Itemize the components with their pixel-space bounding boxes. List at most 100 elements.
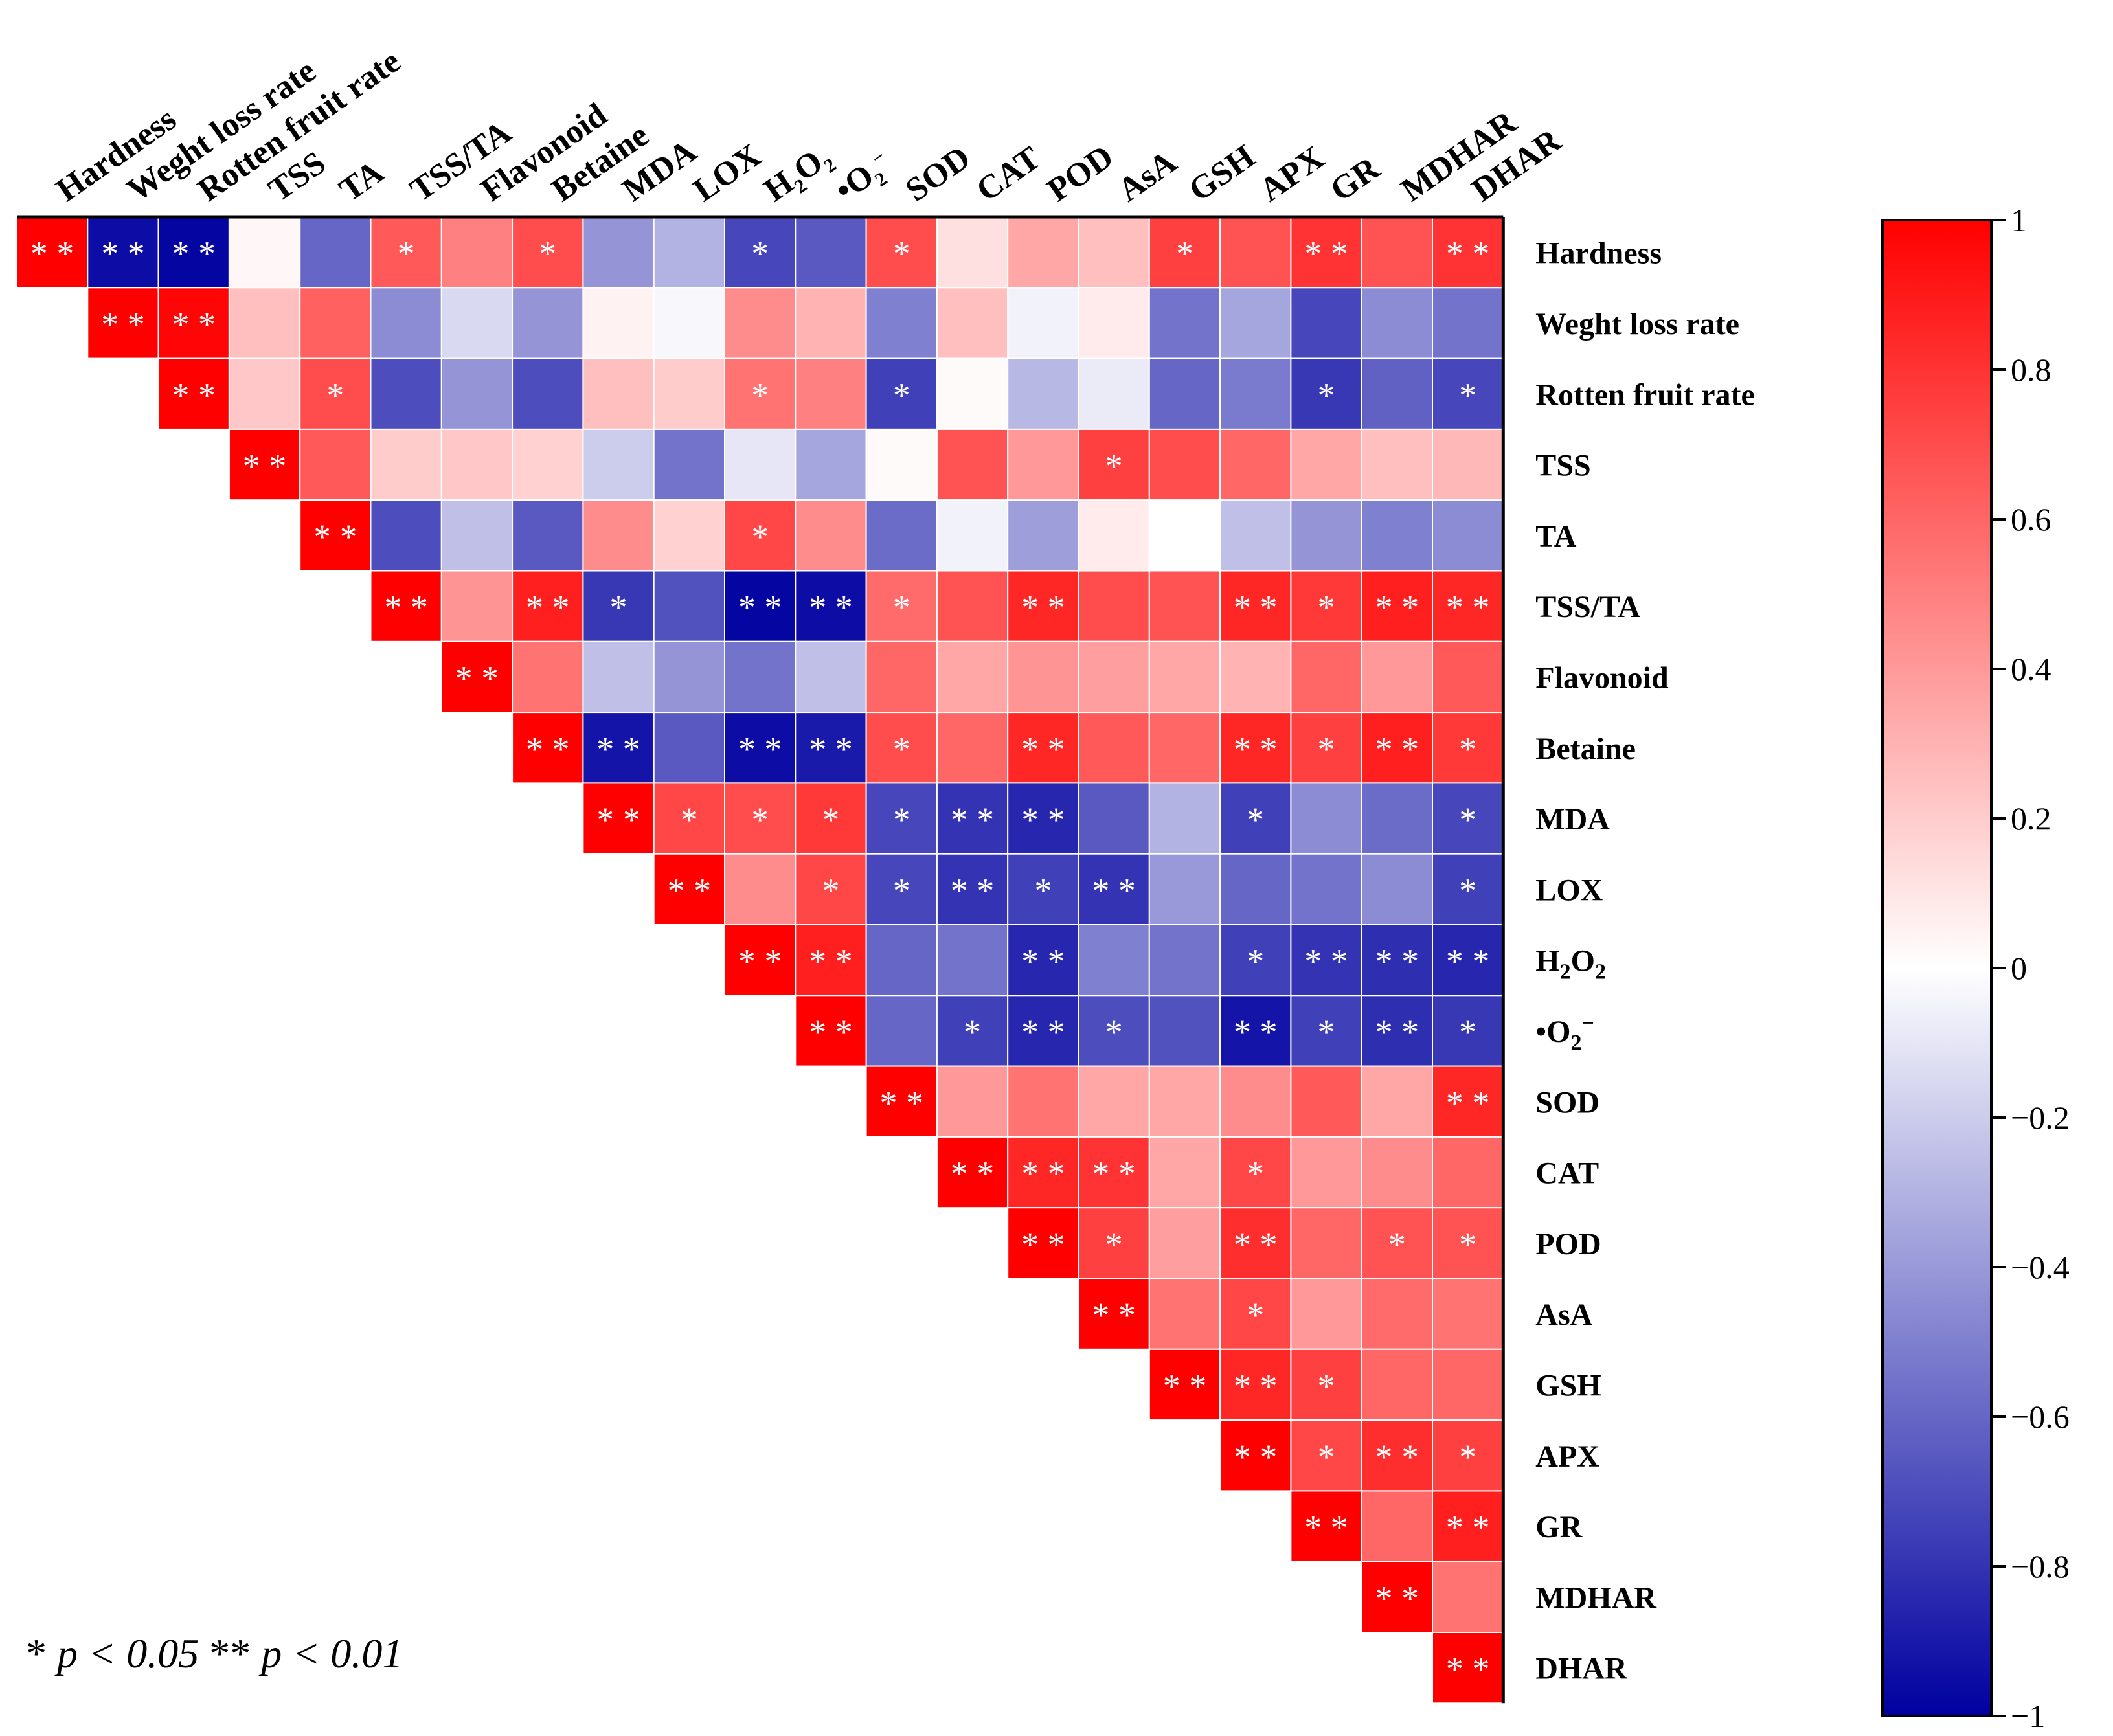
- heatmap-cell-11-13: [865, 924, 938, 997]
- heatmap-cell-6-6: [370, 570, 442, 642]
- significance-mark-6-8: * *: [526, 588, 570, 627]
- significance-mark-12-18: * *: [1234, 1013, 1278, 1052]
- significance-mark-8-8: * *: [526, 730, 570, 769]
- heatmap-cell-6-19: [1290, 570, 1362, 642]
- significance-mark-19-21: * *: [1446, 1508, 1490, 1547]
- heatmap-cell-3-11: [724, 357, 797, 430]
- legend-double-text: p < 0.01: [258, 1630, 403, 1676]
- colorbar: 1 0.8 0.6 0.4 0.2 0 −0.2 −0.4 −0.6 −0.8 −1: [1881, 202, 2070, 1734]
- significance-mark-18-21: *: [1459, 1437, 1476, 1476]
- significance-mark-3-11: *: [751, 376, 769, 414]
- row-labels: Hardness Weght loss rate Rotten fruit rate…: [1535, 236, 1755, 1686]
- significance-mark-1-17: *: [1176, 234, 1193, 273]
- heatmap-cell-1-8: [512, 216, 584, 289]
- significance-mark-9-9: * *: [596, 800, 640, 839]
- heatmap-cell-1-12: [795, 216, 867, 289]
- heatmap-cell-1-1: [16, 216, 89, 289]
- row-label-sod: SOD: [1535, 1085, 1599, 1120]
- significance-mark-1-6: *: [398, 234, 415, 273]
- heatmap-cell-17-17: [1148, 1348, 1221, 1421]
- heatmap-cell-17-18: [1219, 1348, 1292, 1421]
- heatmap-cell-4-18: [1219, 428, 1292, 501]
- significance-mark-9-12: *: [822, 800, 839, 839]
- significance-marks: * * * * * * * * * * * * * * * * * * * * * * * * * * * * * * …: [30, 234, 1490, 1689]
- heatmap-cell-15-18: [1219, 1207, 1292, 1279]
- heatmap-cell-4-21: [1432, 428, 1504, 501]
- significance-mark-7-7: * *: [455, 659, 499, 697]
- heatmap-cell-2-9: [582, 287, 655, 359]
- heatmap-cell-10-19: [1290, 853, 1362, 925]
- significance-mark-2-3: * *: [172, 305, 216, 344]
- heatmap-cell-5-21: [1432, 499, 1504, 572]
- significance-mark-1-1: * *: [30, 234, 74, 273]
- heatmap-cell-14-14: [936, 1136, 1009, 1209]
- row-label-weght-loss-rate: Weght loss rate: [1535, 307, 1739, 341]
- heatmap-cell-4-7: [440, 428, 514, 501]
- heatmap-cell-3-4: [228, 357, 301, 430]
- row-label-pod: POD: [1535, 1227, 1601, 1261]
- heatmap-cell-4-13: [865, 428, 938, 501]
- significance-mark-14-14: * *: [951, 1155, 995, 1193]
- heatmap-cell-18-19: [1290, 1419, 1362, 1492]
- significance-mark-8-19: *: [1318, 730, 1335, 769]
- heatmap-cell-7-18: [1219, 640, 1292, 714]
- heatmap-cell-1-10: [653, 216, 726, 289]
- significance-mark-4-4: * *: [243, 447, 287, 486]
- heatmap-cell-3-18: [1219, 357, 1292, 430]
- significance-mark-11-18: *: [1247, 942, 1264, 981]
- significance-mark-9-10: *: [681, 800, 698, 839]
- significance-mark-11-15: * *: [1021, 942, 1065, 981]
- heatmap-cell-7-13: [865, 640, 938, 714]
- heatmap-cell-4-4: [228, 428, 301, 501]
- heatmap-cell-9-20: [1361, 782, 1433, 855]
- significance-mark-6-19: *: [1318, 588, 1335, 627]
- heatmap-cell-13-16: [1078, 1065, 1150, 1138]
- significance-mark-21-21: * *: [1446, 1650, 1490, 1689]
- heatmap-cell-1-9: [582, 216, 655, 289]
- heatmap-cell-17-20: [1361, 1348, 1433, 1421]
- heatmap-cell-3-10: [653, 357, 726, 430]
- significance-mark-17-19: *: [1318, 1366, 1335, 1405]
- significance-mark-6-11: * *: [738, 588, 782, 627]
- heatmap-cell-3-17: [1148, 357, 1221, 430]
- significance-mark-3-13: *: [893, 376, 910, 414]
- heatmap-cell-5-13: [865, 499, 938, 572]
- heatmap-cell-10-10: [653, 853, 726, 925]
- heatmap-cell-12-14: [936, 995, 1009, 1067]
- heatmap-cell-16-17: [1148, 1278, 1221, 1350]
- significance-mark-10-15: *: [1034, 871, 1052, 910]
- heatmap-cell-5-6: [370, 499, 442, 572]
- significance-mark-18-19: *: [1318, 1437, 1335, 1476]
- row-label-gr: GR: [1535, 1510, 1583, 1544]
- heatmap-cell-4-12: [795, 428, 867, 501]
- heatmap-cell-5-11: [724, 499, 797, 572]
- row-label-apx: APX: [1535, 1439, 1599, 1474]
- heatmap-cell-14-21: [1432, 1136, 1504, 1209]
- heatmap-cell-13-20: [1361, 1065, 1433, 1138]
- significance-mark-9-15: * *: [1021, 800, 1065, 839]
- heatmap-cell-12-18: [1219, 995, 1292, 1067]
- significance-mark-16-16: * *: [1092, 1296, 1136, 1335]
- heatmap-cell-11-20: [1361, 924, 1433, 997]
- significance-mark-6-13: *: [893, 588, 910, 627]
- heatmap-cell-8-9: [582, 712, 655, 784]
- heatmap-cell-2-16: [1078, 287, 1150, 359]
- heatmap-cell-6-21: [1432, 570, 1504, 642]
- heatmap-cells: [16, 216, 1504, 1704]
- heatmap-cell-4-15: [1007, 428, 1079, 501]
- heatmap-cell-3-8: [512, 357, 584, 430]
- heatmap-cell-4-17: [1148, 428, 1221, 501]
- significance-mark-2-2: * *: [101, 305, 145, 344]
- significance-mark-9-13: *: [893, 800, 910, 839]
- heatmap-cell-11-16: [1078, 924, 1150, 997]
- heatmap-cell-2-8: [512, 287, 584, 359]
- heatmap-cell-16-20: [1361, 1278, 1433, 1350]
- heatmap-cell-3-16: [1078, 357, 1150, 430]
- row-label-dhar: DHAR: [1535, 1652, 1628, 1686]
- heatmap-cell-11-21: [1432, 924, 1504, 997]
- significance-mark-20-20: * *: [1375, 1579, 1419, 1618]
- heatmap-cell-9-21: [1432, 782, 1504, 855]
- heatmap-cell-4-5: [299, 428, 372, 501]
- heatmap-cell-13-21: [1432, 1065, 1504, 1138]
- significance-mark-15-21: *: [1459, 1225, 1476, 1264]
